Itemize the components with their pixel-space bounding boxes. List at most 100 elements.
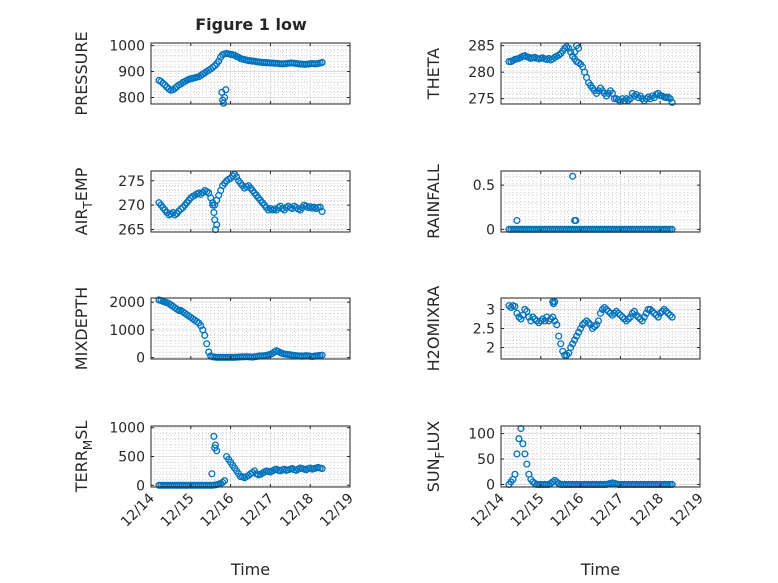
data-point — [616, 311, 624, 319]
data-point — [208, 470, 216, 478]
data-point — [525, 313, 533, 321]
subplot-2: 275 280 285 THETA — [424, 39, 701, 108]
data-point — [222, 86, 230, 94]
ytick-label: 0 — [136, 351, 145, 367]
data-point — [209, 201, 217, 209]
ytick-label: 270 — [118, 198, 145, 214]
data-point — [579, 321, 587, 329]
data-point — [594, 317, 603, 325]
ylabel: RAINFALL — [424, 164, 443, 239]
ylabel: THETA — [424, 48, 443, 100]
data-point — [201, 331, 209, 339]
ylabel-part: AIR — [72, 209, 91, 236]
ytick-label: 2000 — [109, 295, 145, 311]
data-point — [205, 348, 213, 356]
subplot-3: 265 270 275 AIRTEMP — [72, 167, 351, 239]
subplot-5: 0 1000 2000 MIXDEPTH — [72, 287, 351, 370]
series-pressure — [155, 49, 326, 107]
data-point — [590, 323, 599, 331]
data-point — [248, 469, 257, 477]
data-point — [628, 309, 636, 317]
data-point — [521, 305, 529, 313]
data-point — [221, 477, 229, 485]
data-point — [523, 460, 531, 468]
data-point — [161, 81, 169, 89]
data-point — [588, 324, 597, 333]
figure-title: Figure 1 low — [195, 15, 307, 34]
ylabel: MIXDEPTH — [72, 287, 91, 370]
data-point — [592, 321, 601, 329]
data-point — [221, 93, 229, 102]
data-point — [537, 317, 545, 325]
data-point — [197, 322, 205, 330]
data-point — [624, 315, 632, 323]
data-point — [565, 44, 573, 52]
data-point — [569, 172, 577, 180]
data-point — [660, 305, 668, 313]
subplot-4: 0 0.5 RAINFALL — [424, 164, 701, 239]
ylabel: H2OMIXRA — [424, 286, 443, 372]
ylabel: PRESSURE — [72, 31, 91, 115]
ytick-label: 500 — [118, 450, 145, 466]
data-point — [600, 303, 609, 312]
data-point — [515, 435, 523, 443]
ytick-label: 2 — [486, 341, 495, 357]
ylabel-part: SUN — [424, 458, 443, 492]
ylabel-part: SL — [72, 421, 91, 440]
data-point — [569, 340, 577, 348]
data-point — [610, 309, 618, 317]
ytick-label: 0 — [136, 478, 145, 494]
data-point — [658, 307, 666, 315]
data-point — [668, 98, 676, 106]
data-point — [612, 307, 620, 315]
data-point — [632, 311, 640, 319]
data-point — [581, 319, 589, 327]
xlabel: Time — [230, 560, 270, 579]
ytick-label: 280 — [468, 65, 495, 81]
data-point — [630, 307, 638, 315]
ylabel-subscript: M — [81, 440, 95, 450]
data-point — [233, 173, 241, 181]
axes-box — [500, 170, 701, 233]
data-point — [517, 315, 525, 323]
data-point — [571, 336, 579, 344]
ylabel-subscript: T — [81, 201, 95, 210]
data-point — [318, 207, 326, 216]
data-point — [551, 298, 559, 306]
ytick-label: 100 — [468, 427, 495, 443]
ylabel: SUNFLUX — [424, 421, 447, 493]
data-point — [175, 207, 183, 215]
series-air-temp — [155, 170, 326, 234]
data-point — [551, 317, 559, 325]
data-point — [515, 313, 523, 321]
data-point — [511, 302, 519, 310]
data-point — [626, 313, 634, 321]
series-h2omixra — [505, 298, 676, 359]
subplot-1: 800 900 1000 PRESSURE — [72, 31, 351, 116]
data-point — [159, 79, 167, 87]
data-point — [646, 305, 654, 313]
data-point — [559, 347, 567, 355]
data-point — [571, 48, 579, 56]
data-point — [535, 319, 543, 327]
data-point — [521, 450, 529, 458]
data-point — [557, 340, 565, 348]
ytick-label: 265 — [118, 223, 145, 239]
data-point — [668, 313, 676, 321]
axes-box — [150, 170, 351, 233]
data-point — [219, 478, 227, 486]
axes-box — [500, 42, 701, 105]
data-point — [608, 311, 616, 319]
ytick-label: 275 — [468, 92, 495, 108]
data-point — [215, 57, 223, 65]
xlabel: Time — [580, 560, 620, 579]
data-point — [577, 324, 585, 333]
data-point — [583, 317, 591, 325]
data-point — [575, 44, 583, 52]
ytick-label: 275 — [118, 174, 145, 190]
ylabel-part: EMP — [72, 167, 91, 201]
data-point — [606, 309, 614, 317]
data-point — [511, 470, 519, 478]
ytick-label: 2.5 — [473, 322, 495, 338]
